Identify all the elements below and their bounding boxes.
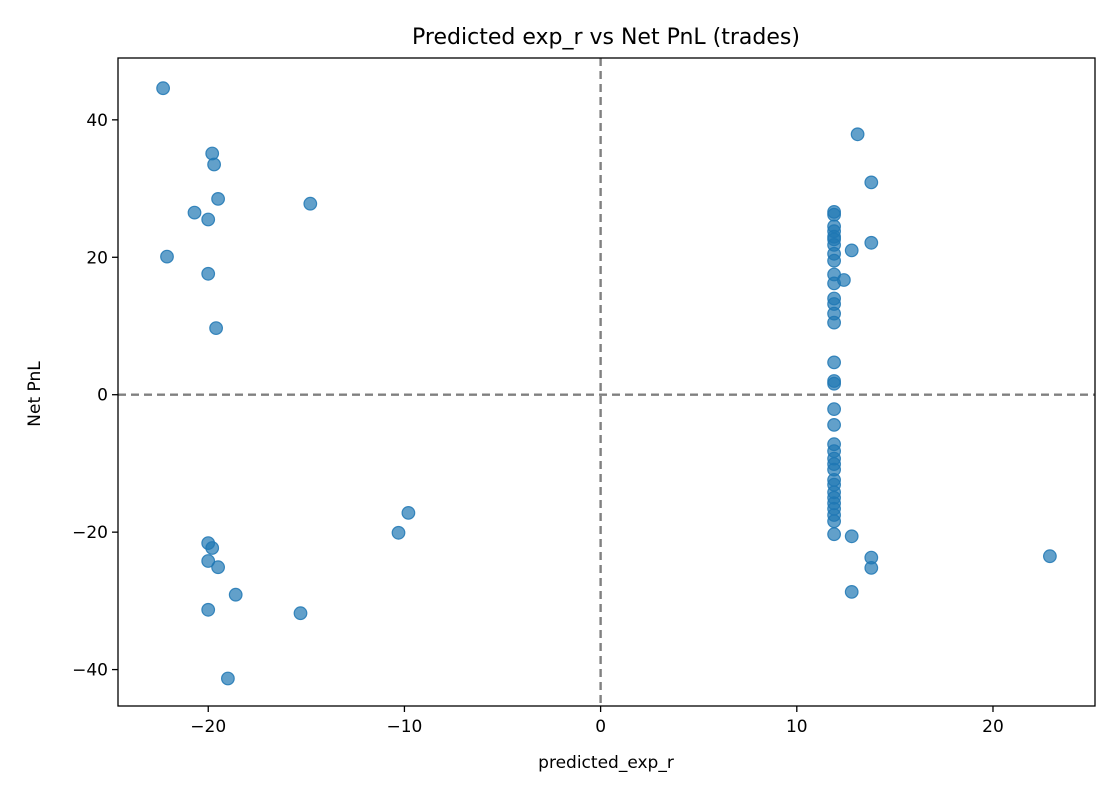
data-point: [827, 253, 841, 268]
y-tick-label: 40: [86, 111, 108, 131]
data-point: [850, 127, 865, 142]
data-point: [201, 266, 216, 281]
data-point: [391, 525, 406, 540]
y-tick-label: 0: [97, 386, 108, 406]
plot-frame: [117, 57, 1096, 707]
data-point: [827, 376, 841, 391]
data-point: [827, 527, 841, 542]
y-axis-label: Net PnL: [25, 361, 45, 427]
y-tick-label: −20: [72, 523, 108, 543]
chart-title: Predicted exp_r vs Net PnL (trades): [412, 25, 800, 50]
data-point: [827, 514, 841, 529]
data-point: [160, 249, 174, 264]
plot-area: −20 −10 0 10 20 −40 −20 0 20 40: [72, 57, 1096, 737]
data-point: [844, 243, 859, 258]
data-point: [303, 196, 318, 211]
data-point: [827, 207, 841, 222]
data-point: [864, 175, 879, 190]
data-point: [864, 561, 879, 575]
y-tick-label: −40: [72, 661, 108, 681]
data-point: [220, 671, 235, 686]
data-point: [201, 602, 216, 617]
data-point: [827, 315, 841, 330]
x-tick-label: −10: [386, 717, 422, 737]
data-point: [228, 587, 243, 602]
x-tick-label: 10: [786, 717, 808, 737]
data-point: [827, 418, 841, 432]
x-tick-label: −20: [190, 717, 226, 737]
data-point: [211, 191, 226, 206]
data-point: [864, 235, 879, 250]
data-point: [156, 81, 171, 96]
data-point: [401, 506, 416, 520]
data-point: [827, 402, 841, 417]
data-point: [211, 560, 226, 575]
data-point: [827, 355, 841, 370]
x-tick-label: 0: [595, 717, 606, 737]
data-point: [1042, 549, 1057, 564]
data-point: [209, 321, 224, 336]
data-point: [293, 606, 308, 621]
data-point: [207, 157, 222, 172]
data-point: [837, 273, 851, 287]
x-tick-label: 20: [982, 717, 1004, 737]
data-point: [205, 541, 220, 555]
data-point: [844, 529, 859, 544]
data-point: [844, 585, 859, 599]
x-axis-label: predicted_exp_r: [538, 753, 674, 773]
y-tick-label: 20: [86, 248, 108, 268]
data-point: [201, 554, 216, 568]
data-point: [201, 212, 216, 227]
data-point: [187, 205, 202, 220]
